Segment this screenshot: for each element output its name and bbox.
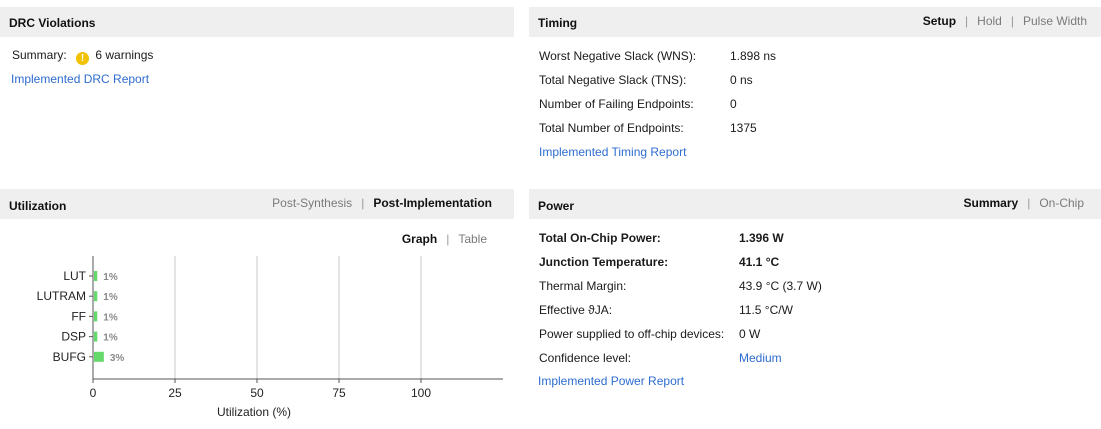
power-tabs: Summary | On-Chip bbox=[963, 196, 1084, 210]
tab-hold[interactable]: Hold bbox=[977, 14, 1002, 28]
confidence-level-link[interactable]: Medium bbox=[739, 351, 782, 365]
utilization-bar bbox=[94, 351, 104, 362]
power-header: Power Summary | On-Chip bbox=[529, 189, 1101, 219]
tab-separator: | bbox=[446, 232, 450, 246]
x-tick-label: 0 bbox=[90, 386, 97, 400]
timing-row-label: Number of Failing Endpoints: bbox=[539, 97, 694, 111]
timing-row-value: 0 ns bbox=[730, 73, 753, 87]
tab-table[interactable]: Table bbox=[458, 232, 487, 246]
utilization-view-tabs: Graph | Table bbox=[402, 232, 487, 246]
utilization-panel: Utilization Post-Synthesis | Post-Implemen… bbox=[0, 189, 514, 429]
timing-row-label: Total Number of Endpoints: bbox=[539, 121, 684, 135]
power-row-value: 43.9 °C (3.7 W) bbox=[739, 279, 822, 293]
timing-row-label: Worst Negative Slack (WNS): bbox=[539, 49, 697, 63]
drc-title: DRC Violations bbox=[9, 16, 96, 30]
tab-setup[interactable]: Setup bbox=[922, 14, 957, 28]
utilization-header: Utilization Post-Synthesis | Post-Implemen… bbox=[0, 189, 514, 219]
power-row-label: Total On-Chip Power: bbox=[539, 231, 661, 245]
timing-row-value: 1.898 ns bbox=[730, 49, 777, 63]
utilization-bar bbox=[94, 331, 98, 342]
category-label: FF bbox=[71, 309, 86, 323]
timing-row-label: Total Negative Slack (TNS): bbox=[539, 73, 687, 87]
tab-separator: | bbox=[361, 196, 365, 210]
utilization-bar bbox=[94, 271, 98, 281]
tab-separator: | bbox=[1010, 14, 1014, 28]
power-row-value: 11.5 °C/W bbox=[739, 303, 793, 317]
drc-summary: Summary: ! 6 warnings bbox=[12, 48, 153, 65]
warning-icon: ! bbox=[76, 52, 90, 65]
utilization-chart: 0 25 50 75 100 LUT 1% LUTRAM 1% FF 1% DSP 1% BUFG 3% Ut… bbox=[37, 256, 503, 419]
tab-separator: | bbox=[1027, 196, 1031, 210]
x-tick-label: 100 bbox=[411, 386, 431, 400]
tab-post-implementation[interactable]: Post-Implementation bbox=[373, 196, 492, 210]
utilization-bar bbox=[94, 311, 98, 322]
utilization-tabs: Post-Synthesis | Post-Implementation bbox=[272, 196, 492, 210]
value-label: 1% bbox=[103, 333, 118, 344]
power-row-value: 41.1 °C bbox=[739, 255, 780, 269]
drc-panel: DRC Violations Summary: ! 6 warnings Imp… bbox=[0, 7, 514, 175]
power-report-link[interactable]: Implemented Power Report bbox=[538, 374, 685, 388]
timing-title: Timing bbox=[538, 16, 578, 30]
value-label: 1% bbox=[103, 312, 118, 323]
timing-tabs: Setup | Hold | Pulse Width bbox=[923, 14, 1087, 28]
timing-report-link[interactable]: Implemented Timing Report bbox=[539, 145, 687, 159]
drc-header: DRC Violations bbox=[0, 7, 514, 37]
power-row-value: 0 W bbox=[739, 327, 761, 341]
value-label: 3% bbox=[110, 353, 125, 364]
tab-summary[interactable]: Summary bbox=[963, 196, 1019, 210]
category-label: BUFG bbox=[53, 350, 86, 364]
value-label: 1% bbox=[103, 292, 118, 303]
x-tick-label: 50 bbox=[250, 386, 264, 400]
timing-row-value: 1375 bbox=[730, 121, 757, 135]
tab-post-synthesis[interactable]: Post-Synthesis bbox=[272, 196, 353, 210]
power-title: Power bbox=[538, 199, 575, 213]
x-tick-label: 75 bbox=[332, 386, 346, 400]
value-label: 1% bbox=[103, 272, 118, 283]
tab-graph[interactable]: Graph bbox=[401, 232, 438, 246]
x-axis-title: Utilization (%) bbox=[217, 405, 291, 419]
drc-summary-value: 6 warnings bbox=[95, 48, 154, 62]
timing-row-value: 0 bbox=[730, 97, 737, 111]
tab-on-chip[interactable]: On-Chip bbox=[1039, 196, 1084, 210]
power-panel: Power Summary | On-Chip Total On-Chip Powe… bbox=[529, 189, 1101, 429]
utilization-bar bbox=[94, 291, 98, 302]
power-row-label: Thermal Margin: bbox=[539, 279, 627, 293]
power-row-label: Effective ϑJA: bbox=[539, 303, 613, 317]
x-tick-label: 25 bbox=[168, 386, 182, 400]
power-row-value: 1.396 W bbox=[739, 231, 784, 245]
category-label: LUT bbox=[63, 269, 86, 283]
timing-panel: Timing Setup | Hold | Pulse Width Worst Nega… bbox=[529, 7, 1101, 175]
timing-header: Timing Setup | Hold | Pulse Width bbox=[529, 7, 1101, 37]
utilization-title: Utilization bbox=[9, 199, 67, 213]
tab-pulse-width[interactable]: Pulse Width bbox=[1022, 14, 1087, 28]
drc-summary-label: Summary: bbox=[12, 48, 67, 62]
power-row-label: Junction Temperature: bbox=[539, 255, 669, 269]
power-row-label: Power supplied to off-chip devices: bbox=[539, 327, 725, 341]
drc-report-link[interactable]: Implemented DRC Report bbox=[11, 72, 150, 86]
tab-separator: | bbox=[965, 14, 969, 28]
power-row-label: Confidence level: bbox=[539, 351, 632, 365]
category-label: DSP bbox=[61, 330, 86, 344]
category-label: LUTRAM bbox=[37, 289, 86, 303]
